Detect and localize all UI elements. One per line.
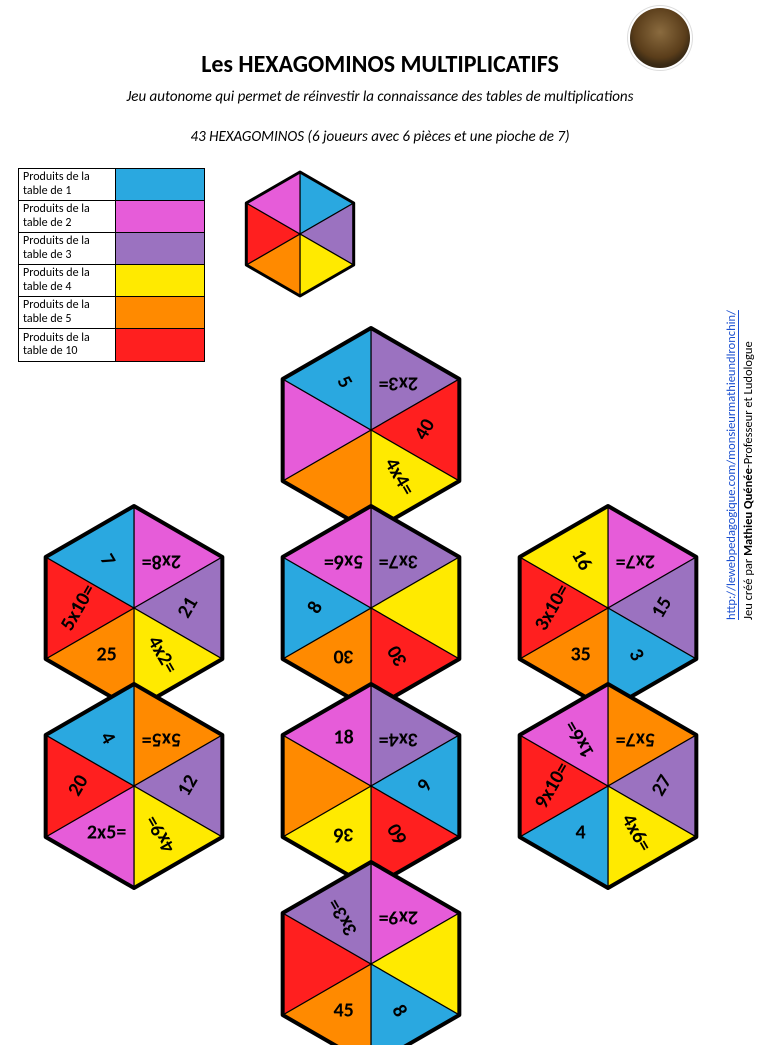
hex-label: 3x4= [379,728,418,752]
hexagon: 5x5=124x9=2x5=204 [46,684,223,888]
hex-label: 25 [96,642,116,666]
hex-label: 2x3= [379,372,418,396]
hex-label: 45 [333,998,353,1022]
hexagon: 2x8=214x2=255x10=7 [46,506,223,710]
hex-label: 5x6= [324,550,363,574]
hexagon: 3x4=9603618 [283,684,460,888]
hex-label: 5x7= [616,728,655,752]
hex-label: 2x5= [87,820,126,844]
hex-label: 30 [333,645,353,669]
hex-label: 2x8= [142,550,181,574]
hexagon: 2x9=8453x3= [283,862,460,1045]
hex-label: 4 [576,820,586,844]
hex-label: 2x7= [616,550,655,574]
hexagon: 5x7=274x6=49x10=1x6= [520,684,697,888]
hex-label: 3x7= [379,550,418,574]
hexagon [246,172,353,296]
hexagon: 2x3=404x4=5 [283,328,460,532]
hex-label: 2x9= [379,906,418,930]
hex-label: 5x5= [142,728,181,752]
hexagon-board: 2x3=404x4=52x8=214x2=255x10=73x7=303085x… [0,0,760,1045]
hex-label: 18 [333,725,353,749]
hex-label: 36 [333,823,353,847]
hexagon: 3x7=303085x6= [283,506,460,710]
page: Les HEXAGOMINOS MULTIPLICATIFS Jeu auton… [0,0,760,1045]
hex-label: 35 [570,642,590,666]
hexagon: 2x7=153353x10=16 [520,506,697,710]
